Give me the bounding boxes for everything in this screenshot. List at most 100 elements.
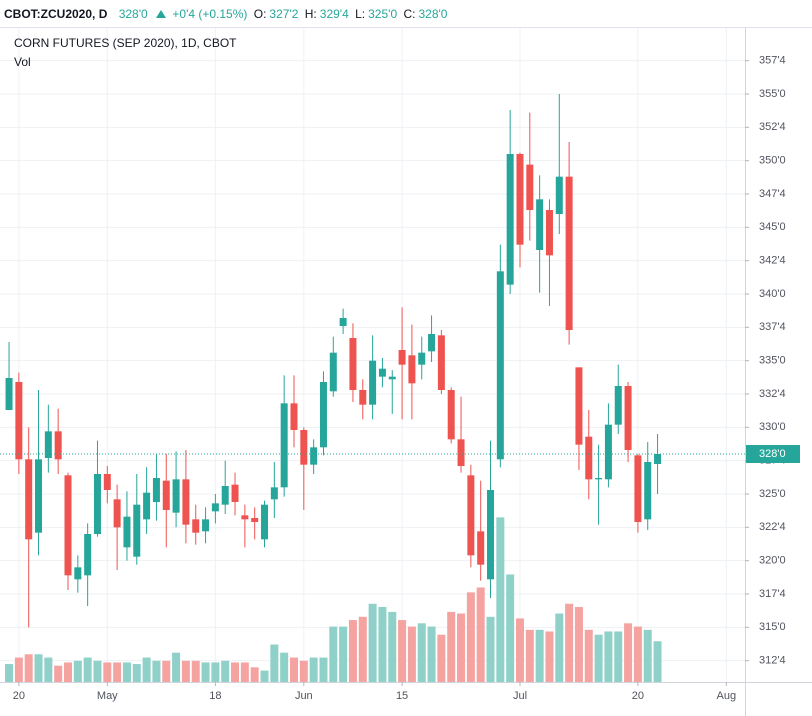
- candle-body: [575, 367, 583, 445]
- candle-body: [634, 455, 642, 522]
- y-tick-label: 340'0: [759, 288, 786, 300]
- volume-bar: [388, 611, 397, 682]
- candle-body: [487, 490, 495, 580]
- candle-body: [64, 475, 72, 576]
- candle-body: [44, 431, 52, 458]
- volume-bar: [201, 662, 210, 682]
- volume-bar: [653, 641, 662, 682]
- volume-bar: [54, 665, 63, 682]
- candle-body: [182, 479, 190, 525]
- candle-body: [172, 479, 180, 513]
- candle-body: [35, 459, 43, 533]
- volume-bar: [329, 626, 338, 682]
- candle-body: [516, 154, 524, 245]
- candle-body: [506, 154, 514, 285]
- candle-body: [54, 431, 62, 460]
- candle-body: [595, 478, 603, 480]
- volume-bar: [73, 660, 82, 682]
- volume-bar: [211, 662, 220, 682]
- y-tick-label: 345'0: [759, 221, 786, 233]
- volume-bar: [63, 662, 72, 682]
- volume-bar: [5, 664, 14, 682]
- volume-bar: [299, 660, 308, 682]
- candle-body: [614, 386, 622, 425]
- candle-body: [123, 516, 131, 548]
- candle-body: [339, 318, 347, 326]
- volume-bar: [633, 626, 642, 682]
- candle-body: [143, 492, 151, 520]
- volume-bar: [250, 667, 259, 682]
- candle-body: [133, 504, 141, 557]
- volume-bar: [398, 620, 407, 682]
- candles: [5, 94, 662, 628]
- candle-body: [192, 519, 200, 533]
- volume-bar: [260, 670, 269, 682]
- candle-body: [604, 424, 612, 480]
- header: CBOT:ZCU2020, D 328'0 +0'4 (+0.15%) O: 32…: [0, 0, 812, 28]
- y-tick-label: 330'0: [759, 421, 786, 433]
- grid: [0, 28, 745, 682]
- candle-body: [349, 338, 357, 390]
- volume-bar: [574, 607, 583, 682]
- open: 327'2: [269, 7, 299, 21]
- volume-bar: [624, 623, 633, 682]
- volume-bar: [486, 616, 495, 682]
- volume-bar: [378, 607, 387, 682]
- candle-body: [84, 534, 92, 576]
- volume-bar: [132, 664, 141, 682]
- last-price-label: 328'0: [759, 448, 786, 460]
- volume-bar: [231, 662, 240, 682]
- volume-bar: [142, 657, 151, 682]
- axes: 312'4315'0317'4320'0322'4325'0327'4330'0…: [0, 28, 812, 716]
- volume-bar: [122, 662, 131, 682]
- volume-bar: [407, 626, 416, 682]
- close-label: C:: [403, 7, 416, 21]
- volume-bar: [44, 657, 53, 682]
- volume-bar: [191, 660, 200, 682]
- x-tick-label: Aug: [717, 690, 737, 702]
- candle-body: [25, 459, 33, 540]
- candle-body: [113, 499, 121, 528]
- volume-bar: [103, 662, 112, 682]
- last-price-box: [746, 445, 800, 463]
- candle-body: [280, 403, 288, 488]
- candle-body: [5, 378, 13, 410]
- volume-bar: [466, 592, 475, 682]
- volume-bar: [565, 603, 574, 682]
- volume-bar: [172, 652, 181, 682]
- open-label: O:: [253, 7, 267, 21]
- volume-bar: [496, 517, 505, 682]
- candle-body: [359, 390, 367, 405]
- volume-bar: [339, 626, 348, 682]
- volume-bar: [14, 657, 23, 682]
- y-tick-label: 325'0: [759, 488, 786, 500]
- volume-bar: [515, 618, 524, 682]
- y-tick-label: 337'4: [759, 321, 786, 333]
- y-tick-label: 335'0: [759, 355, 786, 367]
- volume-label: Vol: [14, 55, 31, 69]
- y-tick-label: 352'4: [759, 121, 786, 133]
- candle-body: [418, 352, 426, 365]
- candle-body: [221, 486, 229, 505]
- candle-body: [388, 376, 396, 380]
- candle-body: [624, 386, 632, 450]
- candle-body: [585, 436, 593, 480]
- chart: 312'4315'0317'4320'0322'4325'0327'4330'0…: [0, 28, 812, 716]
- candle-body: [369, 360, 377, 405]
- high: 329'4: [319, 7, 349, 21]
- low: 325'0: [368, 7, 398, 21]
- volume-bar: [594, 634, 603, 682]
- x-tick-label: 20: [632, 690, 644, 702]
- x-tick-label: 15: [396, 690, 408, 702]
- volume-bar: [358, 616, 367, 682]
- candle-body: [93, 474, 101, 534]
- y-tick-label: 322'4: [759, 521, 786, 533]
- volume-bar: [93, 660, 102, 682]
- candle-body: [467, 475, 475, 556]
- y-tick-label: 350'0: [759, 155, 786, 167]
- candle-body: [477, 531, 485, 565]
- volume-bar: [555, 613, 564, 682]
- volume-bar: [348, 620, 357, 682]
- candle-body: [536, 199, 544, 250]
- volume-bar: [152, 660, 161, 682]
